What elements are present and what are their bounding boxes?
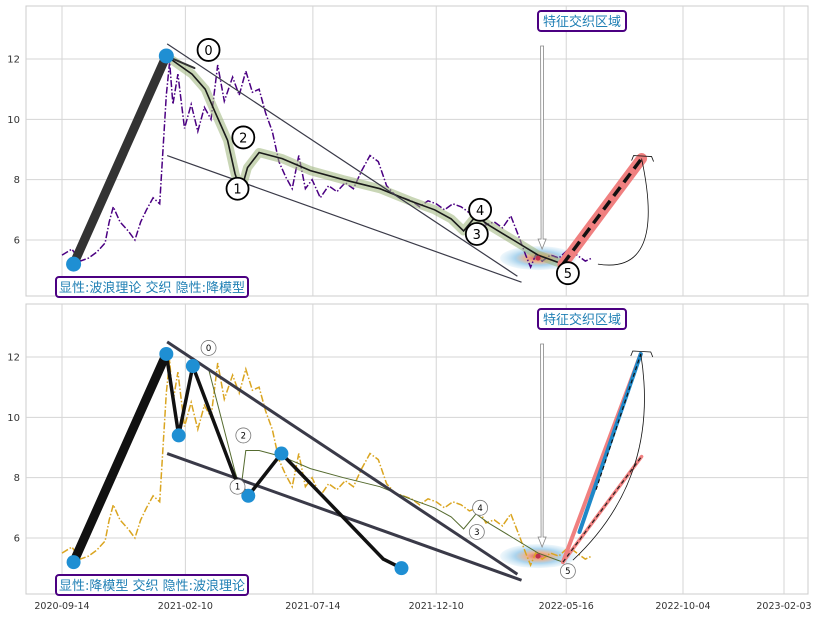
y-tick-label: 10	[7, 115, 20, 126]
wave-label-2: 2	[235, 427, 252, 444]
leg-line	[577, 351, 643, 534]
wave-label-4: 4	[468, 197, 493, 222]
wave-label-text: 4	[476, 204, 484, 219]
wave-label-text: 2	[239, 131, 247, 146]
method-label: 显性:波浪理论 交织 隐性:降模型	[55, 276, 249, 298]
projection-bracket	[630, 350, 654, 358]
method-label-text: 显性:降模型 交织 隐性:波浪理论	[59, 578, 245, 594]
feature-region-label: 特征交织区域	[537, 308, 627, 330]
leg-line	[69, 349, 171, 567]
wave-label-circle	[235, 427, 252, 444]
plot-layer: 0 1 2 3 4 5	[61, 38, 654, 286]
y-tick-label: 10	[7, 413, 20, 424]
wave-label-circle	[464, 222, 489, 246]
wave-label-circle	[225, 176, 250, 201]
pivot-dot	[158, 48, 174, 64]
wave-label-0: 0	[200, 340, 217, 356]
y-tick-label: 8	[14, 473, 20, 484]
y-tick-label: 6	[14, 534, 20, 545]
plot-layer: 0 1 2 3 4 5	[61, 340, 654, 582]
wave-label-text: 4	[477, 504, 482, 514]
wave-label-circle	[200, 340, 217, 356]
x-tick-label: 2022-05-16	[539, 601, 594, 612]
plot-area	[25, 5, 809, 297]
wave-label-text: 3	[473, 228, 481, 243]
feature-region-label-box	[537, 10, 627, 32]
y-tick-label: 12	[7, 55, 20, 66]
grid	[26, 6, 808, 296]
wave-label-circle	[196, 38, 221, 62]
y-tick-label: 12	[7, 353, 20, 364]
callout-arrow	[537, 45, 547, 251]
projection-arc	[572, 353, 645, 561]
channel-line	[166, 340, 519, 576]
wave-label-4: 4	[472, 499, 489, 516]
x-tick-label: 2022-10-04	[655, 601, 710, 612]
wave-label-circle	[555, 261, 580, 286]
wave-label-circle	[468, 524, 485, 540]
y-tick-label: 6	[14, 236, 20, 247]
projection-arc	[597, 158, 649, 266]
pivot-dot	[66, 256, 82, 272]
plot-area	[25, 303, 809, 595]
wave-label-circle	[559, 563, 576, 580]
wave-label-circle	[229, 478, 246, 495]
pivot-dot	[159, 346, 174, 361]
feature-marker	[535, 553, 541, 559]
wave-label-text: 0	[206, 344, 211, 354]
leg-line	[595, 353, 642, 490]
wave-label-text: 2	[241, 431, 246, 441]
x-tick-label: 2020-09-14	[34, 601, 89, 612]
leg-line	[562, 456, 643, 563]
channel-line	[166, 154, 522, 283]
pivot-dot	[185, 359, 200, 374]
wave-label-circle	[472, 499, 489, 516]
wave-label-3: 3	[464, 222, 489, 246]
projection-bracket	[631, 155, 654, 162]
channel-line	[166, 43, 518, 277]
feature-region-label-box	[537, 308, 627, 330]
pivot-dot	[241, 488, 256, 503]
wave-label-1: 1	[225, 176, 250, 201]
wave-label-circle	[468, 197, 493, 222]
wave-label-text: 3	[474, 528, 479, 538]
wave-label-circle	[231, 125, 256, 150]
wave-label-text: 0	[204, 44, 212, 59]
x-tick-label: 2021-07-14	[285, 601, 340, 612]
pivot-dot	[66, 555, 81, 570]
wave-label-text: 5	[565, 567, 570, 577]
pivot-dot	[171, 428, 186, 443]
y-tick-label: 8	[14, 175, 20, 186]
wave-label-3: 3	[468, 524, 485, 540]
wave-label-text: 5	[564, 267, 572, 282]
callout-arrow	[537, 343, 547, 549]
wave-label-0: 0	[196, 38, 221, 62]
method-label-box	[55, 574, 249, 596]
method-label: 显性:降模型 交织 隐性:波浪理论	[55, 574, 249, 596]
pivot-dot	[274, 446, 289, 461]
wave-label-1: 1	[229, 478, 246, 495]
price-series-line	[61, 61, 593, 270]
x-tick-label: 2021-12-10	[409, 601, 464, 612]
feature-region-label-text: 特征交织区域	[543, 14, 621, 30]
wave-label-5: 5	[559, 563, 576, 580]
method-label-text: 显性:波浪理论 交织 隐性:降模型	[59, 280, 245, 296]
feature-region-label-text: 特征交织区域	[543, 312, 621, 328]
wave-label-text: 1	[235, 483, 240, 493]
leg-line	[561, 157, 643, 266]
method-label-box	[55, 276, 249, 298]
feature-marker	[535, 255, 541, 261]
x-tick-label: 2023-02-03	[756, 601, 811, 612]
wave-label-text: 1	[233, 183, 241, 198]
feature-region-label: 特征交织区域	[537, 10, 627, 32]
x-tick-label: 2021-02-10	[158, 601, 213, 612]
wave-label-5: 5	[555, 261, 580, 286]
leg-line	[69, 51, 171, 269]
pivot-dot	[394, 561, 409, 576]
wave-label-2: 2	[231, 125, 256, 150]
